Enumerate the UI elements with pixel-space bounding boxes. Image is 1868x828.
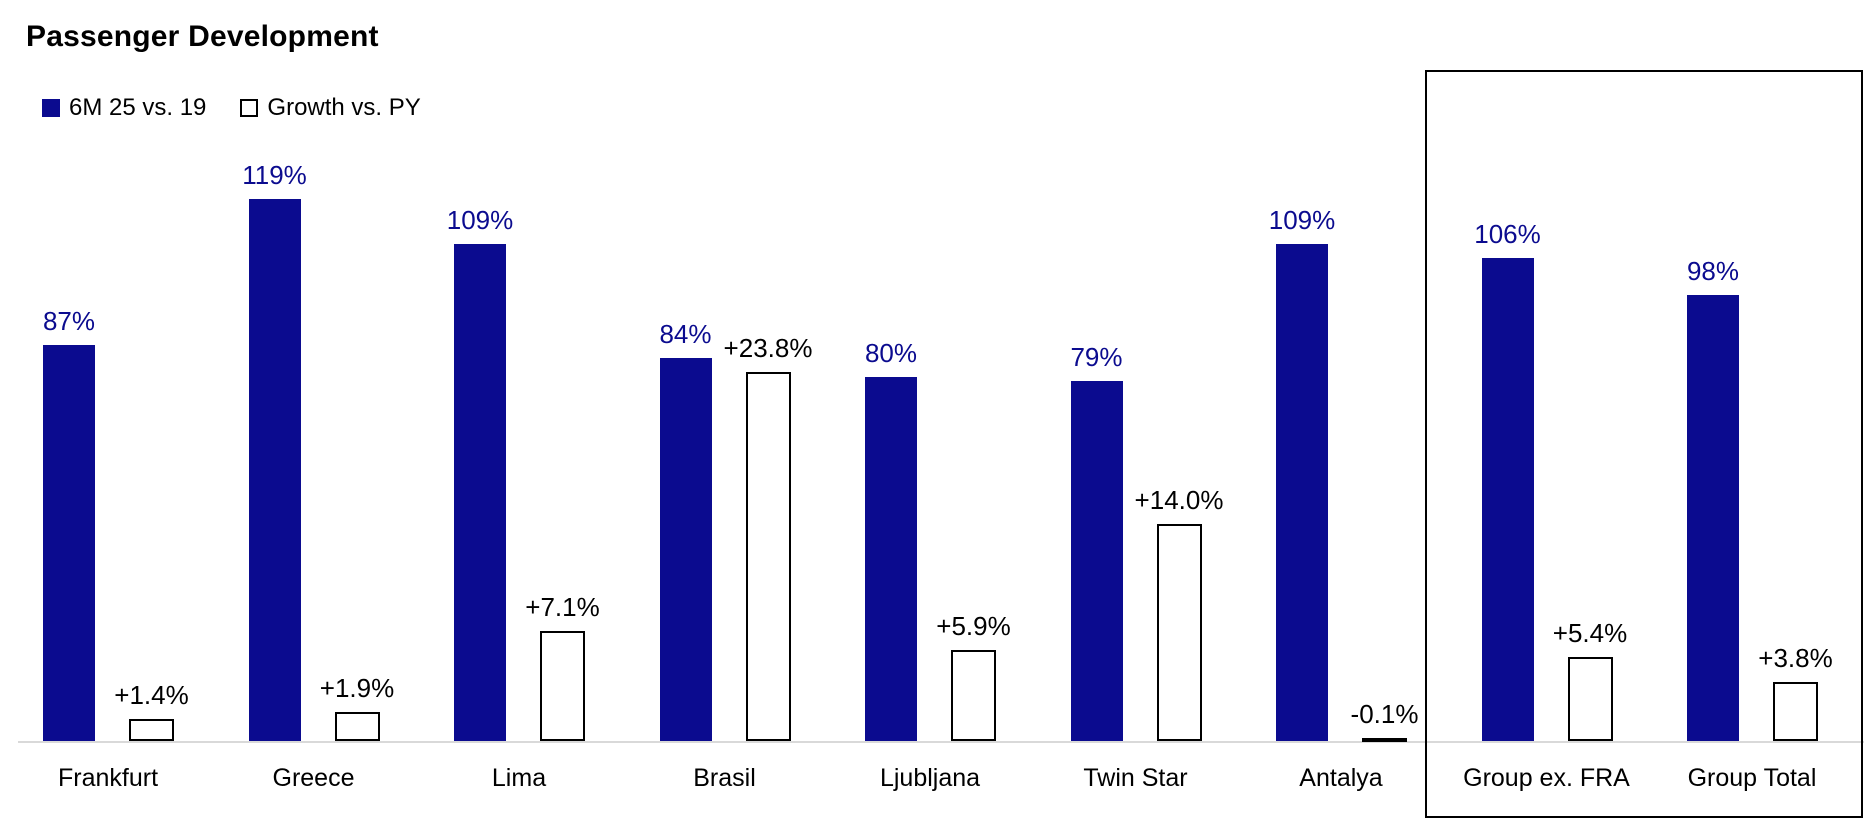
- bar-label-growth-8: +3.8%: [1758, 643, 1833, 674]
- bar-label-growth-2: +7.1%: [525, 591, 600, 622]
- bar-primary-3: [659, 358, 712, 741]
- chart-title: Passenger Development: [26, 20, 379, 53]
- bar-growth-6: [1362, 738, 1407, 742]
- bar-primary-4: [865, 376, 917, 741]
- bar-label-primary-8: 98%: [1686, 255, 1740, 286]
- bar-growth-2: [540, 630, 585, 741]
- category-label-8: Group Total: [1687, 764, 1817, 792]
- bar-label-growth-4: +5.9%: [936, 610, 1011, 641]
- legend: 6M 25 vs. 19 Growth vs. PY: [42, 94, 421, 122]
- legend-item-growth: Growth vs. PY: [240, 94, 421, 122]
- bar-label-primary-5: 79%: [1070, 342, 1123, 373]
- bar-label-growth-3: +23.8%: [723, 333, 813, 364]
- bar-primary-8: [1687, 294, 1739, 741]
- bar-label-growth-7: +5.4%: [1552, 618, 1628, 649]
- bar-label-primary-1: 119%: [242, 159, 307, 190]
- bar-primary-6: [1276, 244, 1328, 741]
- category-label-7: Group ex. FRA: [1463, 764, 1630, 792]
- bar-label-primary-2: 109%: [446, 205, 514, 236]
- x-axis-line: [18, 741, 1864, 743]
- bar-label-growth-5: +14.0%: [1134, 485, 1224, 515]
- bar-label-primary-7: 106%: [1474, 219, 1541, 250]
- category-label-0: Frankfurt: [57, 764, 159, 792]
- bar-primary-7: [1481, 258, 1534, 741]
- bar-growth-1: [334, 711, 380, 741]
- legend-item-primary: 6M 25 vs. 19: [42, 94, 206, 122]
- bar-label-growth-1: +1.9%: [319, 672, 395, 703]
- bar-label-primary-0: 87%: [42, 305, 96, 336]
- legend-swatch-primary: [42, 99, 60, 117]
- category-label-5: Twin Star: [1083, 764, 1188, 792]
- bar-label-primary-6: 109%: [1268, 205, 1336, 236]
- bar-primary-5: [1070, 381, 1123, 741]
- bar-growth-0: [129, 719, 174, 741]
- category-label-4: Ljubljana: [879, 764, 981, 792]
- bar-primary-0: [43, 344, 95, 741]
- bar-label-growth-0: +1.4%: [114, 680, 189, 711]
- group-highlight-box: [1425, 70, 1863, 818]
- bar-label-primary-4: 80%: [864, 337, 918, 368]
- legend-label-primary: 6M 25 vs. 19: [69, 94, 207, 121]
- bar-growth-5: [1156, 524, 1202, 741]
- legend-swatch-growth: [240, 99, 259, 117]
- category-label-3: Brasil: [693, 764, 756, 792]
- legend-label-growth: Growth vs. PY: [267, 94, 421, 121]
- bar-growth-8: [1773, 682, 1818, 741]
- bar-label-primary-3: 84%: [659, 319, 712, 350]
- bar-growth-4: [951, 649, 996, 741]
- category-label-6: Antalya: [1299, 764, 1383, 792]
- bar-growth-7: [1567, 657, 1613, 741]
- bar-primary-1: [248, 198, 301, 741]
- bar-growth-3: [745, 372, 791, 741]
- bar-primary-2: [454, 244, 506, 741]
- category-label-1: Greece: [272, 764, 355, 792]
- category-label-2: Lima: [491, 764, 547, 792]
- bar-label-growth-6: -0.1%: [1350, 699, 1419, 729]
